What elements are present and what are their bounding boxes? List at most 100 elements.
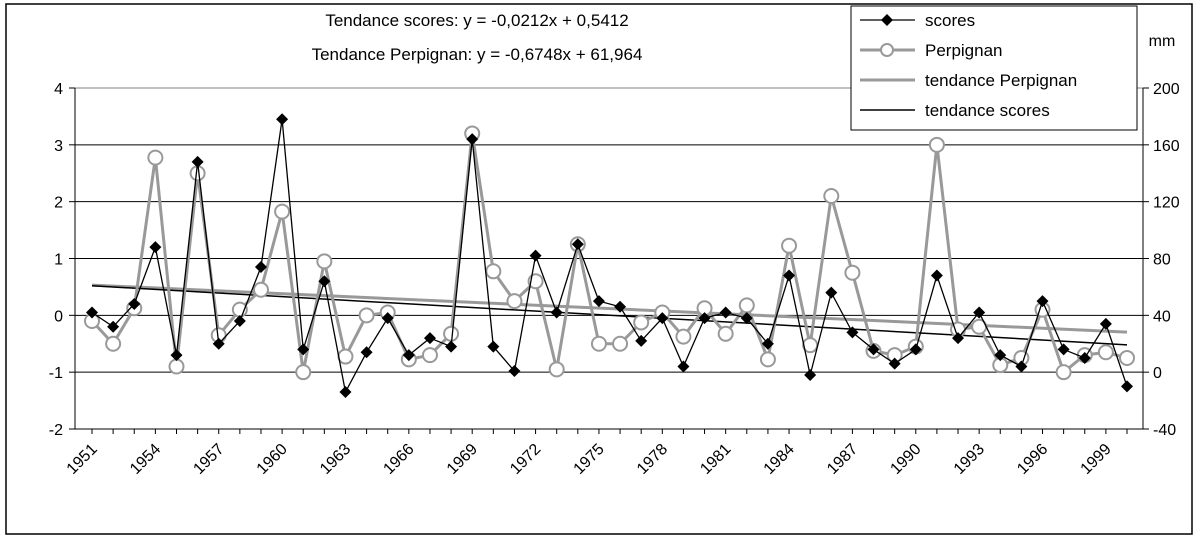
point-perpignan	[633, 314, 650, 331]
point-perpignan	[358, 307, 375, 324]
point-scores	[952, 332, 965, 345]
legend-label: Perpignan	[925, 41, 1003, 60]
point-perpignan	[252, 281, 269, 298]
point-scores	[614, 300, 627, 313]
point-scores	[994, 349, 1007, 362]
point-perpignan	[105, 335, 122, 352]
point-perpignan	[337, 348, 354, 365]
point-scores	[930, 269, 943, 282]
series-line-scores	[91, 119, 1128, 394]
y-tick-label: 2	[54, 195, 63, 212]
y-axis-left: -2 -1 0 1 2 3 4	[49, 81, 76, 439]
point-scores	[381, 312, 394, 325]
y2-tick-label: 0	[1153, 365, 1162, 382]
point-scores	[276, 113, 289, 126]
point-scores	[1036, 295, 1049, 308]
point-perpignan	[844, 264, 861, 281]
point-scores	[825, 286, 838, 299]
point-scores	[360, 346, 373, 359]
point-scores	[677, 360, 690, 373]
point-scores	[888, 357, 901, 370]
point-scores	[423, 332, 436, 345]
y2-tick-label: 160	[1153, 138, 1180, 155]
point-perpignan	[274, 203, 291, 220]
point-scores	[550, 306, 563, 319]
point-scores	[1078, 351, 1091, 364]
point-scores	[571, 238, 584, 251]
point-perpignan	[316, 253, 333, 270]
y-tick-label: 4	[54, 81, 63, 98]
point-perpignan	[189, 165, 206, 182]
point-scores	[973, 306, 986, 319]
point-perpignan	[1055, 364, 1072, 381]
y2-tick-label: 80	[1153, 252, 1171, 269]
point-scores	[529, 249, 542, 262]
point-scores	[804, 369, 817, 382]
point-perpignan	[612, 335, 629, 352]
point-perpignan	[590, 335, 607, 352]
point-perpignan	[759, 351, 776, 368]
point-perpignan	[168, 358, 185, 375]
point-perpignan	[781, 237, 798, 254]
chart-title: Tendance scores: y = -0,0212x + 0,5412 T…	[312, 11, 643, 64]
y-tick-label: -1	[49, 365, 63, 382]
legend-label: scores	[925, 11, 975, 30]
point-scores	[107, 320, 120, 333]
point-perpignan	[421, 347, 438, 364]
point-scores	[783, 269, 796, 282]
point-scores	[698, 312, 711, 325]
point-scores	[1121, 380, 1133, 393]
point-perpignan	[506, 293, 523, 310]
point-scores	[297, 343, 310, 356]
point-scores	[487, 340, 500, 353]
title-line-2: Tendance Perpignan: y = -0,6748x + 61,96…	[312, 45, 643, 64]
point-scores	[719, 306, 732, 319]
point-scores	[86, 306, 98, 319]
point-perpignan	[485, 263, 502, 280]
point-scores	[846, 326, 859, 339]
y2-tick-label: 40	[1153, 308, 1171, 325]
legend-swatch-marker-scores	[881, 14, 893, 26]
y2-tick-label: 200	[1153, 81, 1180, 98]
point-scores	[635, 334, 648, 347]
point-scores	[191, 155, 204, 168]
point-scores	[212, 337, 225, 350]
point-scores	[761, 337, 774, 350]
point-scores	[466, 133, 479, 146]
point-scores	[508, 365, 521, 378]
y2-tick-label: 120	[1153, 195, 1180, 212]
legend: scores Perpignan tendance Perpignan tendanc…	[850, 5, 1138, 131]
point-scores	[740, 312, 753, 325]
point-perpignan	[548, 361, 565, 378]
point-perpignan	[823, 187, 840, 204]
point-scores	[445, 340, 458, 353]
point-perpignan	[928, 136, 945, 153]
y-tick-label: 0	[54, 308, 63, 325]
y2-tick-label: -40	[1153, 422, 1176, 439]
point-scores	[867, 343, 880, 356]
point-scores	[318, 275, 331, 288]
point-scores	[592, 295, 605, 308]
y-tick-label: -2	[49, 422, 63, 439]
point-scores	[1015, 360, 1028, 373]
title-line-1: Tendance scores: y = -0,0212x + 0,5412	[325, 11, 628, 30]
point-perpignan	[675, 328, 692, 345]
y-tick-label: 3	[54, 138, 63, 155]
y-tick-label: 1	[54, 252, 63, 269]
point-scores	[254, 261, 267, 274]
point-perpignan	[147, 149, 164, 166]
point-perpignan	[738, 297, 755, 314]
y-axis-right: -40 0 40 80 120 160 200	[1142, 81, 1180, 439]
point-scores	[1057, 343, 1070, 356]
point-perpignan	[1097, 344, 1114, 361]
point-scores	[656, 312, 669, 325]
point-perpignan	[1119, 349, 1135, 366]
point-perpignan	[717, 325, 734, 342]
point-scores	[233, 315, 246, 328]
point-scores	[339, 386, 352, 399]
legend-label: tendance Perpignan	[925, 71, 1077, 90]
y2-unit-label: mm	[1149, 33, 1176, 50]
point-perpignan	[443, 325, 460, 342]
point-perpignan	[295, 364, 312, 381]
